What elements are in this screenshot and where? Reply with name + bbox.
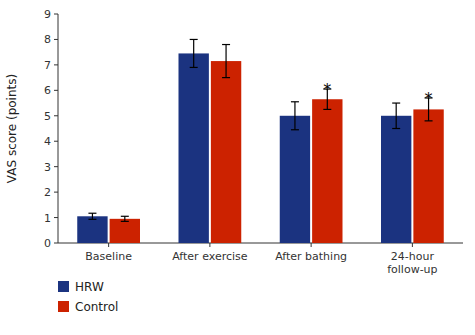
y-axis-label: VAS score (points)	[5, 74, 19, 183]
legend-swatch	[58, 301, 69, 312]
bar	[211, 61, 241, 243]
y-tick-label: 2	[44, 186, 51, 199]
error-bar	[88, 213, 96, 219]
y-tick	[54, 39, 58, 40]
y-axis	[58, 14, 59, 243]
annotation: *	[323, 80, 331, 99]
y-tick	[54, 115, 58, 116]
annotation: *	[425, 89, 433, 108]
bar	[413, 109, 443, 243]
y-tick	[54, 243, 58, 244]
y-tick-label: 0	[44, 237, 51, 250]
chart: 0 1 2 3 4 5 6 7 8 9 VAS score (points) Baseline Afte…	[0, 0, 475, 335]
error-bar	[392, 103, 400, 128]
y-tick	[54, 217, 58, 218]
x-tick-label: After bathing	[275, 250, 347, 263]
x-tick-label: After exercise	[172, 250, 248, 263]
bar	[179, 53, 209, 243]
bar	[110, 219, 140, 243]
y-tick-label: 3	[44, 161, 51, 174]
x-tick-label: Baseline	[85, 250, 132, 263]
plot-area	[77, 39, 444, 243]
y-tick-label: 5	[44, 110, 51, 123]
y-tick	[54, 141, 58, 142]
y-tick	[54, 166, 58, 167]
error-bar	[121, 216, 129, 221]
y-tick-label: 1	[44, 212, 51, 225]
bar	[280, 116, 310, 243]
y-tick	[54, 192, 58, 193]
error-bar	[222, 45, 230, 78]
y-tick-label: 9	[44, 8, 51, 21]
y-tick	[54, 14, 58, 15]
y-tick-label: 8	[44, 33, 51, 46]
bar	[312, 99, 342, 243]
y-tick-label: 7	[44, 59, 51, 72]
x-tick	[311, 243, 312, 247]
y-tick	[54, 64, 58, 65]
legend-swatch	[58, 281, 69, 292]
bar	[77, 216, 107, 243]
legend-label: Control	[75, 300, 118, 314]
x-tick-label: 24-hourfollow-up	[387, 250, 437, 276]
x-tick	[412, 243, 413, 247]
legend: HRW Control	[58, 280, 118, 314]
x-tick	[209, 243, 210, 247]
legend-label: HRW	[75, 280, 104, 294]
error-bar	[291, 102, 299, 130]
y-tick-label: 4	[44, 135, 51, 148]
x-tick	[108, 243, 109, 247]
bar	[381, 116, 411, 243]
y-tick-label: 6	[44, 84, 51, 97]
y-tick	[54, 90, 58, 91]
error-bar	[190, 39, 198, 67]
